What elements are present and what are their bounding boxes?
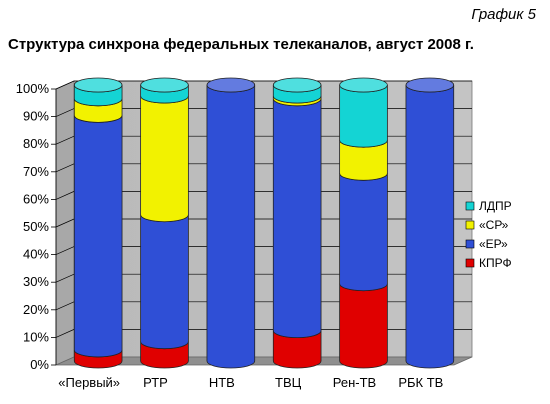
x-category-label: «Первый» bbox=[58, 375, 120, 390]
legend-label: ЛДПР bbox=[479, 199, 512, 213]
y-tick-label: 30% bbox=[23, 274, 49, 289]
legend-label: КПРФ bbox=[479, 256, 512, 270]
legend-swatch bbox=[465, 201, 475, 211]
bar-segment bbox=[140, 95, 189, 223]
bar-top-cap bbox=[73, 77, 123, 93]
legend-label: «СР» bbox=[479, 218, 509, 232]
bar-segment bbox=[206, 84, 256, 369]
gridline bbox=[55, 80, 472, 90]
bar-segment bbox=[272, 98, 322, 339]
bar-top-cap bbox=[272, 77, 322, 93]
y-tick-label: 60% bbox=[23, 191, 49, 206]
bar-segment bbox=[339, 173, 388, 292]
y-tick-label: 70% bbox=[23, 164, 49, 179]
y-tick-label: 90% bbox=[23, 109, 49, 124]
y-tick-label: 50% bbox=[23, 219, 49, 234]
bar-top-cap bbox=[206, 77, 256, 93]
x-category-label: ТВЦ bbox=[275, 375, 302, 390]
y-tick-label: 0% bbox=[30, 357, 49, 372]
x-category-label: НТВ bbox=[209, 375, 235, 390]
y-tick-label: 20% bbox=[23, 302, 49, 317]
y-tick-label: 80% bbox=[23, 136, 49, 151]
bar-top-cap bbox=[405, 77, 455, 93]
legend-label: «ЕР» bbox=[479, 237, 508, 251]
x-category-label: Рен-ТВ bbox=[333, 375, 376, 390]
legend-swatch bbox=[465, 220, 475, 230]
chart-title: Структура синхрона федеральных телеканал… bbox=[8, 36, 474, 53]
bar-segment bbox=[339, 84, 388, 148]
bar-segment bbox=[339, 283, 388, 369]
y-tick-label: 100% bbox=[16, 81, 50, 96]
x-category-label: РБК ТВ bbox=[398, 375, 443, 390]
y-tick-label: 40% bbox=[23, 247, 49, 262]
figure-label: График 5 bbox=[471, 6, 536, 23]
bar-segment bbox=[140, 214, 189, 350]
y-tick-label: 10% bbox=[23, 329, 49, 344]
bar-segment bbox=[73, 115, 123, 358]
bar-top-cap bbox=[339, 77, 388, 93]
legend-swatch bbox=[465, 258, 475, 268]
bar-top-cap bbox=[140, 77, 189, 93]
x-category-label: РТР bbox=[143, 375, 168, 390]
bar-segment bbox=[405, 84, 455, 369]
legend-swatch bbox=[465, 239, 475, 249]
